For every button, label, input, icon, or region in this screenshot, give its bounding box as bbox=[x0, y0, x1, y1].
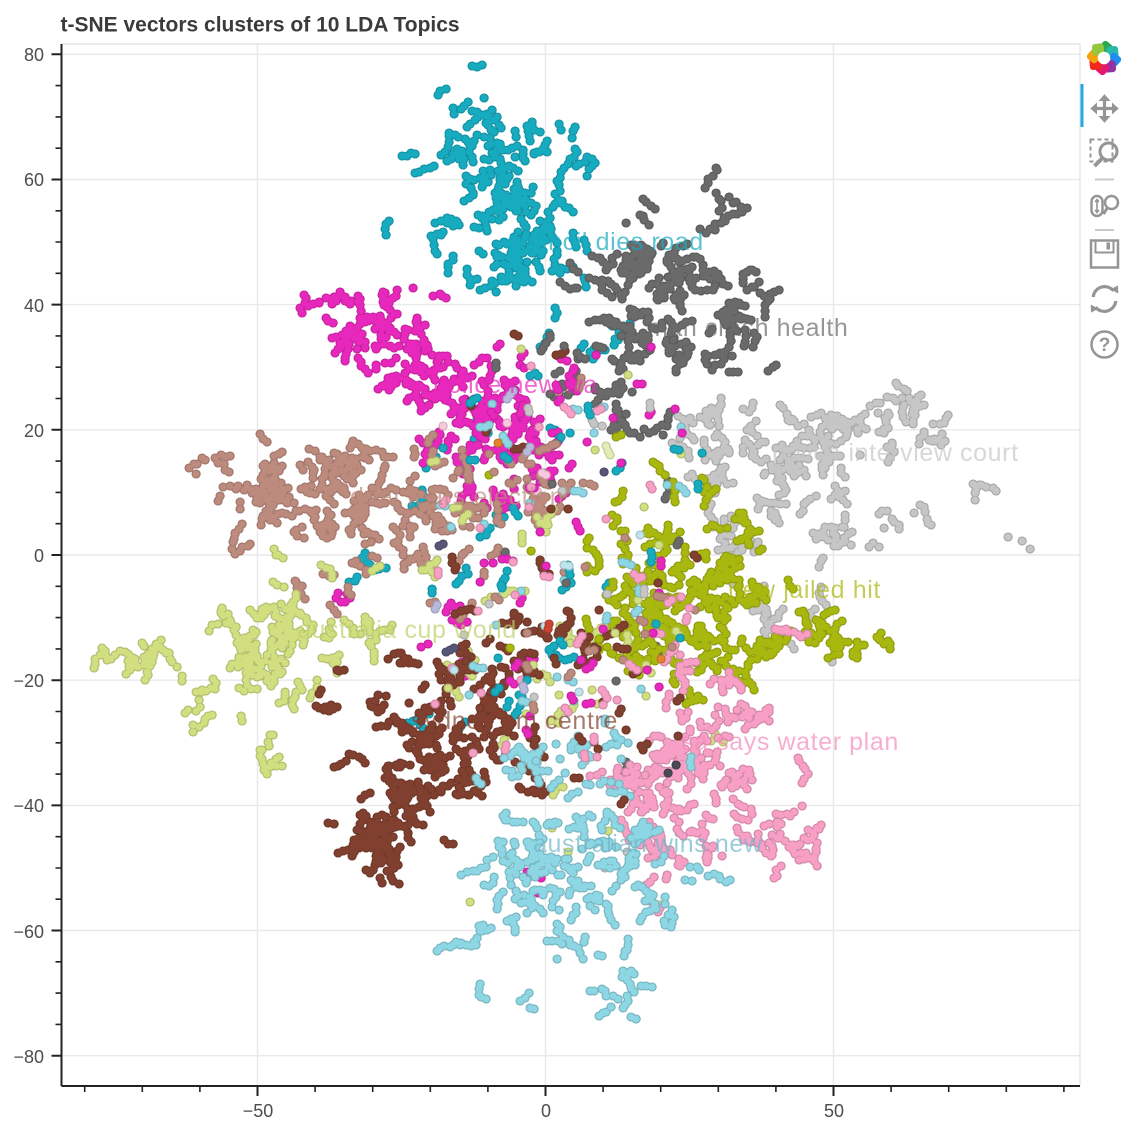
svg-text:40: 40 bbox=[24, 296, 44, 316]
svg-text:60: 60 bbox=[24, 170, 44, 190]
svg-text:0: 0 bbox=[34, 546, 44, 566]
svg-text:?: ? bbox=[1099, 335, 1111, 356]
svg-text:man crash health: man crash health bbox=[647, 314, 848, 342]
svg-text:police new wa: police new wa bbox=[433, 371, 598, 399]
svg-text:sydney pm centre: sydney pm centre bbox=[411, 707, 618, 735]
svg-text:−40: −40 bbox=[13, 796, 44, 816]
svg-text:sa says water plan: sa says water plan bbox=[681, 728, 899, 756]
svg-text:police interview court: police interview court bbox=[772, 439, 1019, 467]
svg-text:australian wins new: australian wins new bbox=[533, 830, 763, 858]
svg-text:50: 50 bbox=[824, 1101, 844, 1121]
svg-text:t-SNE vectors clusters of 10 L: t-SNE vectors clusters of 10 LDA Topics bbox=[61, 14, 460, 37]
svg-text:deal fears election: deal fears election bbox=[350, 483, 564, 511]
svg-text:80: 80 bbox=[24, 45, 44, 65]
svg-text:australia cup world: australia cup world bbox=[297, 616, 517, 644]
svg-text:20: 20 bbox=[24, 421, 44, 441]
svg-text:−80: −80 bbox=[13, 1047, 44, 1067]
svg-text:−60: −60 bbox=[13, 922, 44, 942]
svg-text:−50: −50 bbox=[243, 1101, 274, 1121]
svg-text:council dies road: council dies road bbox=[506, 228, 704, 256]
svg-text:new jailed hit: new jailed hit bbox=[728, 576, 881, 604]
svg-text:0: 0 bbox=[541, 1101, 551, 1121]
svg-text:−20: −20 bbox=[13, 671, 44, 691]
